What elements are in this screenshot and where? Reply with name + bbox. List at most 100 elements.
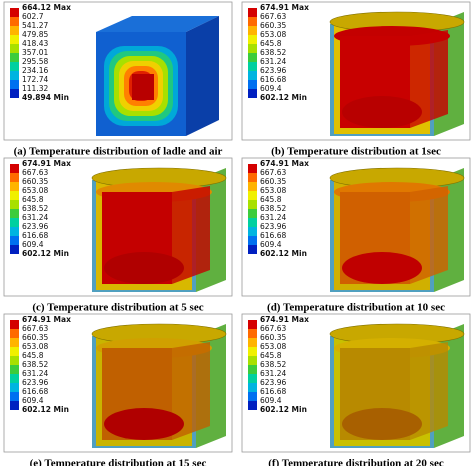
legend-band xyxy=(248,365,257,374)
legend-label: 653.08 xyxy=(260,30,286,39)
legend-label: 653.08 xyxy=(260,186,286,195)
legend-band xyxy=(10,173,19,182)
legend-label: 172.74 xyxy=(22,75,48,84)
legend-label: 653.08 xyxy=(260,342,286,351)
panel: 674.91 Max667.63660.35653.08645.8638.526… xyxy=(242,2,470,158)
legend-band xyxy=(10,26,19,35)
figure: 664.12 Max602.7541.27479.85418.43357.012… xyxy=(0,0,475,466)
legend-label: 602.12 Min xyxy=(260,405,307,414)
legend-label: 667.63 xyxy=(260,324,286,333)
legend-label: 631.24 xyxy=(260,213,286,222)
legend-band xyxy=(10,200,19,209)
legend-label: 609.4 xyxy=(260,396,282,405)
legend-label: 609.4 xyxy=(260,240,282,249)
legend-band xyxy=(248,200,257,209)
legend-band xyxy=(248,182,257,191)
panel: 674.91 Max667.63660.35653.08645.8638.526… xyxy=(4,158,232,314)
legend-band xyxy=(248,44,257,53)
legend-band xyxy=(10,71,19,80)
melt-bottom xyxy=(342,252,422,284)
legend-label: 602.12 Min xyxy=(260,249,307,258)
legend-band xyxy=(248,401,257,410)
legend-band xyxy=(10,374,19,383)
legend-band xyxy=(10,236,19,245)
legend-label: 653.08 xyxy=(22,186,48,195)
legend-band xyxy=(10,89,19,98)
legend-label: 667.63 xyxy=(260,168,286,177)
legend-band xyxy=(248,80,257,89)
legend-band xyxy=(248,53,257,62)
legend-band xyxy=(248,35,257,44)
legend-label: 357.01 xyxy=(22,48,48,57)
legend-band xyxy=(10,53,19,62)
legend-label: 623.96 xyxy=(260,66,286,75)
legend-label: 609.4 xyxy=(260,84,282,93)
melt-bottom xyxy=(104,252,184,284)
legend-band xyxy=(10,182,19,191)
legend-label: 602.12 Min xyxy=(22,405,69,414)
legend-band xyxy=(248,62,257,71)
legend-label: 609.4 xyxy=(22,240,44,249)
legend-label: 660.35 xyxy=(22,333,48,342)
legend-band xyxy=(248,218,257,227)
cube-side xyxy=(186,16,219,136)
legend-band xyxy=(10,80,19,89)
legend-band xyxy=(248,173,257,182)
legend-band xyxy=(248,329,257,338)
legend-band xyxy=(248,374,257,383)
legend-label: 667.63 xyxy=(22,168,48,177)
legend-label: 645.8 xyxy=(22,195,44,204)
legend-label: 645.8 xyxy=(22,351,44,360)
legend-band xyxy=(248,89,257,98)
legend-label: 638.52 xyxy=(260,360,286,369)
legend-band xyxy=(248,383,257,392)
legend-label: 623.96 xyxy=(22,222,48,231)
legend-label: 631.24 xyxy=(260,57,286,66)
legend-label: 609.4 xyxy=(22,396,44,405)
legend-label: 660.35 xyxy=(260,177,286,186)
legend-band xyxy=(10,62,19,71)
legend-label: 295.58 xyxy=(22,57,48,66)
legend-band xyxy=(10,356,19,365)
legend-label: 660.35 xyxy=(260,21,286,30)
panel: 674.91 Max667.63660.35653.08645.8638.526… xyxy=(242,314,470,466)
melt-bottom xyxy=(342,96,422,128)
legend-band xyxy=(10,383,19,392)
legend-label: 49.894 Min xyxy=(22,93,69,102)
legend-label: 638.52 xyxy=(22,204,48,213)
legend-band xyxy=(10,245,19,254)
legend-band xyxy=(10,338,19,347)
core xyxy=(132,74,154,100)
legend-label: 660.35 xyxy=(22,177,48,186)
legend-band xyxy=(248,245,257,254)
caption: (e) Temperature distribution at 15 sec xyxy=(30,458,207,466)
panel: 664.12 Max602.7541.27479.85418.43357.012… xyxy=(4,2,232,158)
legend-band xyxy=(248,227,257,236)
legend-band xyxy=(10,209,19,218)
legend-label: 631.24 xyxy=(22,213,48,222)
legend-label: 616.68 xyxy=(22,387,48,396)
legend-label: 479.85 xyxy=(22,30,48,39)
legend-band xyxy=(248,71,257,80)
legend-band xyxy=(10,17,19,26)
legend-band xyxy=(10,320,19,329)
legend-label: 674.91 Max xyxy=(260,3,309,12)
legend-label: 541.27 xyxy=(22,21,48,30)
legend-label: 638.52 xyxy=(260,204,286,213)
legend-label: 645.8 xyxy=(260,39,282,48)
legend-band xyxy=(248,164,257,173)
legend-band xyxy=(248,209,257,218)
legend-band xyxy=(10,401,19,410)
legend-label: 111.32 xyxy=(22,84,48,93)
legend-label: 623.96 xyxy=(260,222,286,231)
legend-label: 645.8 xyxy=(260,351,282,360)
legend-label: 616.68 xyxy=(260,75,286,84)
legend-label: 653.08 xyxy=(22,342,48,351)
panel: 674.91 Max667.63660.35653.08645.8638.526… xyxy=(242,158,470,314)
legend-band xyxy=(10,227,19,236)
legend-label: 623.96 xyxy=(260,378,286,387)
legend-label: 602.12 Min xyxy=(22,249,69,258)
legend-band xyxy=(10,365,19,374)
legend-label: 631.24 xyxy=(22,369,48,378)
legend-label: 674.91 Max xyxy=(22,159,71,168)
